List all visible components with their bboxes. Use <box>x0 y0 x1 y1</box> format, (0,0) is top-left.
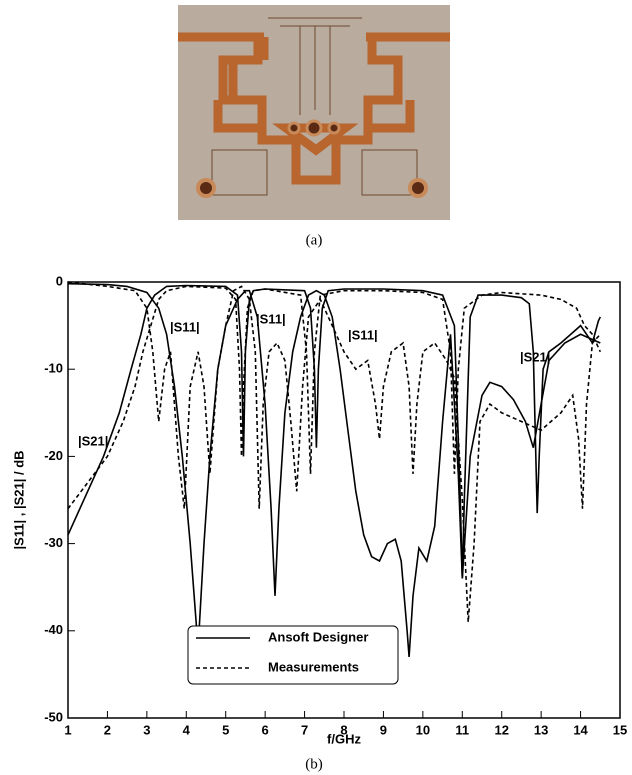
x-tick-label: 6 <box>262 722 269 737</box>
x-tick-label: 15 <box>613 722 627 737</box>
x-tick-label: 12 <box>494 722 508 737</box>
x-tick-label: 7 <box>301 722 308 737</box>
x-tick-label: 2 <box>104 722 111 737</box>
x-tick-label: 13 <box>534 722 548 737</box>
x-tick-label: 11 <box>455 722 469 737</box>
legend: Ansoft Designer Measurements <box>187 625 399 685</box>
annotation: |S21| <box>520 349 550 364</box>
x-tick-label: 8 <box>340 722 347 737</box>
x-tick-label: 9 <box>380 722 387 737</box>
via <box>327 121 341 135</box>
annotation: |S11| <box>256 311 286 326</box>
y-tick-label: 0 <box>56 273 63 288</box>
x-tick-label: 4 <box>183 722 191 737</box>
series-line <box>67 282 601 658</box>
y-tick-label: -30 <box>44 535 63 550</box>
y-tick-label: -40 <box>44 622 63 637</box>
legend-box <box>187 625 399 685</box>
x-tick-label: 3 <box>143 722 150 737</box>
annotations: |S21| |S11| |S11| |S11| |S21| <box>78 311 550 448</box>
series-line <box>67 281 601 623</box>
x-tick-label: 5 <box>222 722 229 737</box>
x-axis-label: f/GHz <box>327 731 361 746</box>
y-tick-label: -50 <box>44 709 63 724</box>
circuit-photo <box>178 5 450 220</box>
y-tick-label: -20 <box>44 448 63 463</box>
x-tick-label: 14 <box>573 722 588 737</box>
via <box>287 121 301 135</box>
y-tick-label: -10 <box>44 361 63 376</box>
thin-lines <box>211 17 418 196</box>
series-line <box>67 285 602 510</box>
annotation: |S11| <box>348 327 378 342</box>
caption: (b) <box>305 756 323 772</box>
plot: 1 2 3 4 5 6 7 8 9 10 11 12 13 14 150-10-20-30-40-50 <box>44 273 627 737</box>
annotation: |S21| <box>78 433 108 448</box>
annotation: |S11| <box>170 319 200 334</box>
legend-label: Ansoft Designer <box>268 629 368 644</box>
legend-label: Measurements <box>268 659 359 674</box>
via <box>196 178 216 198</box>
x-tick-label: 1 <box>64 722 71 737</box>
x-tick-label: 10 <box>416 722 430 737</box>
via <box>305 119 323 137</box>
via <box>408 178 428 198</box>
y-axis-label: |S11| , |S21| / dB <box>11 450 26 549</box>
caption: (a) <box>306 232 323 248</box>
